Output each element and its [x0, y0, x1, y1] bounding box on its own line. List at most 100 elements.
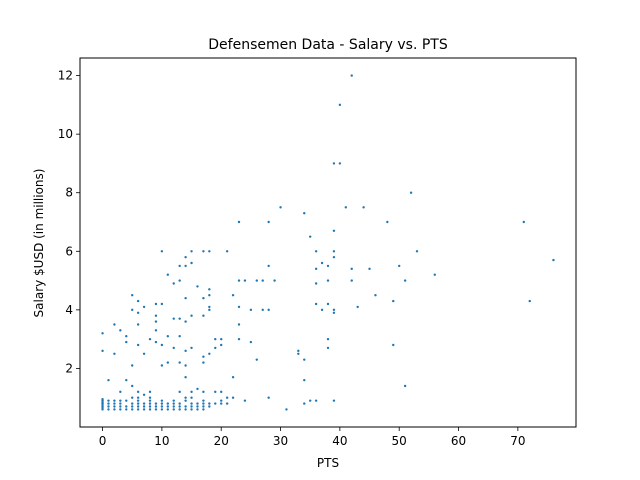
- data-point: [350, 74, 353, 77]
- x-tick-label: 20: [214, 434, 229, 448]
- data-point: [208, 250, 211, 253]
- y-axis-label: Salary $USD (in millions): [32, 169, 46, 318]
- data-point: [344, 206, 347, 209]
- data-point: [131, 402, 134, 405]
- y-tick-label: 12: [58, 69, 73, 83]
- data-point: [131, 396, 134, 399]
- ticks-layer: 0 10 20 30 40 50 60 70 2 4 6 8 10 12: [58, 69, 526, 448]
- data-point: [190, 396, 193, 399]
- data-point: [190, 346, 193, 350]
- data-point: [303, 378, 306, 382]
- data-point: [392, 343, 395, 347]
- data-point: [303, 402, 306, 405]
- data-point: [113, 323, 116, 326]
- data-point: [142, 405, 146, 408]
- data-point: [184, 296, 187, 300]
- data-point: [160, 343, 164, 347]
- data-point: [154, 329, 158, 332]
- data-point: [178, 264, 181, 268]
- data-point: [190, 405, 193, 408]
- data-point: [261, 279, 264, 282]
- data-point: [202, 355, 205, 358]
- data-point: [119, 402, 122, 405]
- data-point: [214, 346, 217, 350]
- data-point: [243, 399, 247, 402]
- data-point: [202, 402, 205, 405]
- data-point: [208, 308, 211, 312]
- data-point: [320, 261, 324, 265]
- x-tick-label: 50: [392, 434, 407, 448]
- data-point: [136, 399, 140, 402]
- data-point: [208, 405, 211, 408]
- data-point: [131, 384, 134, 388]
- data-point: [184, 399, 187, 402]
- data-point: [261, 308, 264, 312]
- data-point: [398, 264, 401, 268]
- data-point: [166, 408, 170, 411]
- data-point: [148, 408, 152, 411]
- data-point: [267, 264, 270, 268]
- data-point: [332, 162, 336, 165]
- data-point: [196, 402, 199, 405]
- data-point: [148, 405, 152, 408]
- data-point: [107, 378, 110, 382]
- data-point: [314, 267, 318, 271]
- data-point: [528, 299, 531, 303]
- data-point: [190, 390, 193, 394]
- data-point: [101, 349, 104, 353]
- data-point: [220, 399, 223, 402]
- data-point: [267, 220, 270, 224]
- data-point: [184, 264, 187, 268]
- data-point: [119, 405, 122, 408]
- y-tick-label: 4: [65, 303, 73, 317]
- x-tick-label: 30: [273, 434, 288, 448]
- data-point: [136, 311, 140, 314]
- data-point: [326, 264, 330, 268]
- data-point: [350, 279, 353, 282]
- data-point: [220, 390, 223, 394]
- data-point: [178, 405, 181, 408]
- data-point: [160, 364, 164, 367]
- data-point: [314, 250, 318, 253]
- data-point: [166, 402, 170, 405]
- data-point: [125, 335, 128, 338]
- data-point: [178, 335, 181, 338]
- data-point: [166, 405, 170, 408]
- data-point: [314, 302, 318, 306]
- data-point: [136, 390, 140, 394]
- data-point: [303, 212, 306, 215]
- data-point: [148, 337, 152, 341]
- data-point: [125, 405, 128, 408]
- data-point: [326, 337, 330, 341]
- data-point: [178, 408, 181, 411]
- data-point: [433, 273, 436, 276]
- data-point: [356, 305, 359, 309]
- data-point: [142, 352, 146, 355]
- data-point: [119, 329, 122, 332]
- data-point: [178, 402, 181, 405]
- data-point: [214, 337, 217, 341]
- data-point: [231, 396, 235, 399]
- data-point: [279, 206, 282, 209]
- data-point: [184, 396, 187, 399]
- data-point: [208, 288, 211, 291]
- data-point: [166, 335, 170, 338]
- data-point: [208, 402, 211, 405]
- data-point: [131, 364, 134, 367]
- data-point: [184, 376, 187, 379]
- data-point: [142, 393, 146, 396]
- data-point: [148, 402, 152, 405]
- data-point: [338, 162, 342, 165]
- data-point: [172, 405, 175, 408]
- plot-area-frame: [79, 57, 577, 428]
- data-point: [142, 408, 146, 411]
- data-point: [314, 399, 318, 402]
- data-point: [113, 402, 116, 405]
- data-point: [309, 399, 312, 402]
- data-point: [184, 405, 187, 408]
- data-point: [113, 352, 116, 355]
- data-point: [196, 405, 199, 408]
- data-point: [208, 352, 211, 355]
- data-point: [326, 346, 330, 350]
